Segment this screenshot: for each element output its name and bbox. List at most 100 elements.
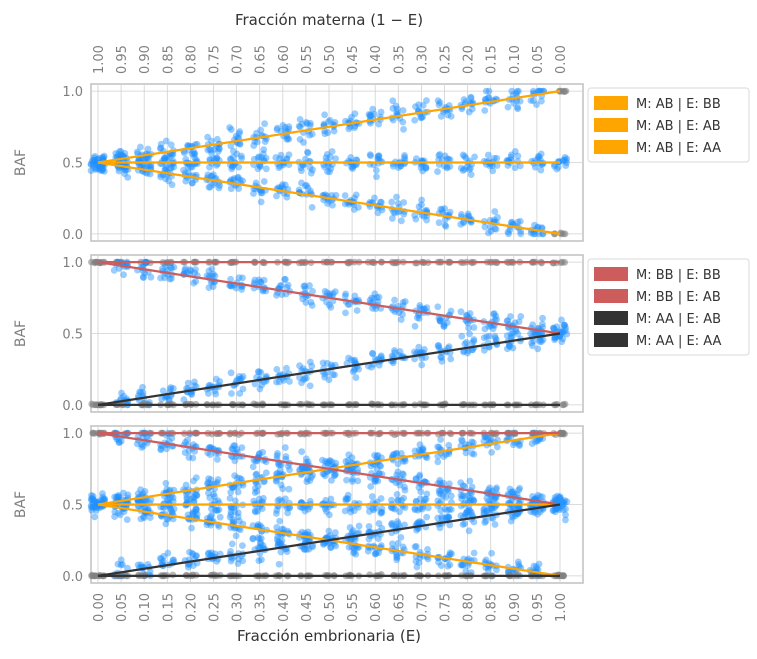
data-point <box>308 204 316 211</box>
data-point <box>188 391 195 398</box>
data-point <box>283 155 291 162</box>
y-tick-label: 0.5 <box>62 157 83 172</box>
data-point <box>504 228 512 236</box>
data-point <box>370 110 378 118</box>
data-point <box>465 108 473 116</box>
data-point <box>399 118 407 126</box>
data-point <box>89 499 97 507</box>
data-point <box>374 298 382 306</box>
data-point <box>375 293 383 301</box>
data-point <box>254 368 262 376</box>
data-point <box>162 137 170 145</box>
data-point <box>536 87 544 95</box>
data-point <box>561 327 569 334</box>
data-point <box>228 163 236 171</box>
data-point <box>159 387 167 395</box>
data-point <box>374 209 382 217</box>
data-point <box>353 307 361 314</box>
data-point <box>434 458 442 466</box>
data-point <box>327 544 335 552</box>
data-point <box>422 354 429 361</box>
data-point <box>228 540 236 548</box>
data-point <box>308 130 316 138</box>
data-point <box>393 471 400 479</box>
data-point <box>488 448 496 456</box>
data-point <box>87 496 95 504</box>
top-tick-label: 0.45 <box>346 45 361 74</box>
data-point <box>307 187 314 195</box>
data-point <box>457 164 465 172</box>
data-point <box>436 489 443 497</box>
data-point <box>325 301 333 309</box>
data-point <box>239 542 246 550</box>
data-point <box>528 440 536 447</box>
data-point <box>366 111 374 119</box>
data-point <box>493 162 501 169</box>
data-point <box>550 324 557 332</box>
data-point <box>208 137 215 145</box>
y-tick-label: 0.5 <box>62 499 83 514</box>
data-point <box>420 305 428 313</box>
data-point <box>227 176 235 184</box>
data-point <box>447 307 455 315</box>
data-point <box>374 153 382 161</box>
data-point <box>389 97 397 105</box>
top-tick-label: 0.80 <box>184 45 199 74</box>
data-point <box>226 282 234 289</box>
data-point <box>482 517 490 525</box>
data-point <box>141 504 148 512</box>
data-point <box>170 505 178 513</box>
data-point <box>491 225 499 233</box>
data-point <box>283 364 290 372</box>
data-point <box>115 167 123 175</box>
data-point <box>286 378 293 385</box>
data-point <box>348 163 355 171</box>
data-point <box>256 163 264 170</box>
data-point <box>514 218 522 226</box>
data-point <box>112 494 120 501</box>
data-point <box>484 229 492 237</box>
data-point <box>391 308 399 316</box>
data-point <box>216 145 223 153</box>
data-point <box>437 205 445 213</box>
data-point <box>388 198 396 206</box>
data-point <box>139 442 147 450</box>
data-point <box>481 96 489 103</box>
data-point <box>463 311 471 319</box>
top-tick-label: 0.55 <box>300 45 315 74</box>
top-tick-label: 0.50 <box>323 45 338 74</box>
data-point <box>256 539 264 546</box>
data-point <box>419 113 427 121</box>
data-point <box>512 90 520 97</box>
data-point <box>227 156 235 164</box>
data-point <box>504 162 512 169</box>
data-point <box>181 266 189 274</box>
data-point <box>183 269 190 276</box>
top-tick-label: 0.90 <box>138 45 153 74</box>
data-point <box>99 154 106 161</box>
data-point <box>92 164 100 172</box>
data-point <box>466 330 473 338</box>
data-point <box>326 168 334 176</box>
data-point <box>447 506 455 513</box>
data-point <box>250 279 258 287</box>
data-point <box>331 371 338 379</box>
data-point <box>162 164 169 172</box>
data-point <box>324 162 332 170</box>
data-point <box>189 494 197 501</box>
data-point <box>447 112 455 120</box>
data-point <box>461 152 468 160</box>
data-point <box>467 508 475 516</box>
data-point <box>168 275 175 282</box>
data-point <box>515 87 522 95</box>
data-point <box>418 361 426 369</box>
data-point <box>529 321 537 329</box>
data-point <box>285 485 293 493</box>
top-tick-label: 0.00 <box>554 45 569 74</box>
data-point <box>471 153 478 161</box>
top-tick-label: 0.40 <box>369 45 384 74</box>
data-point <box>273 124 281 132</box>
data-point <box>461 520 469 527</box>
data-point <box>441 152 449 160</box>
data-point <box>162 175 169 183</box>
